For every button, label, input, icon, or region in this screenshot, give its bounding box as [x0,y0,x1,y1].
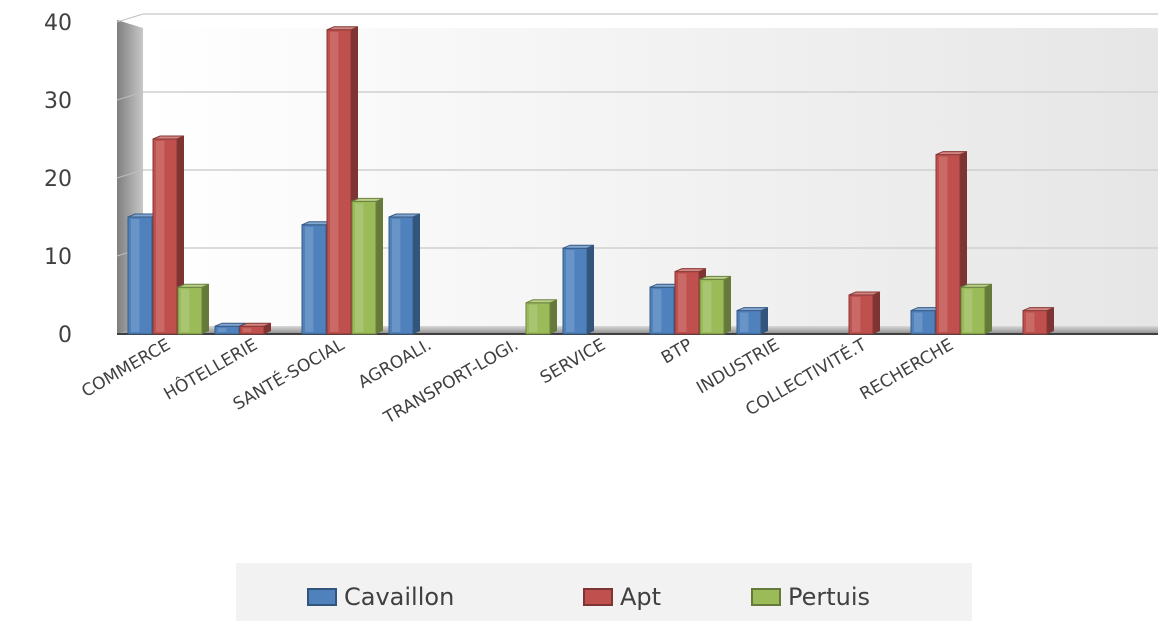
bar-apt-1 [239,322,272,335]
bar-pertuis-6 [699,275,732,335]
legend-swatch [307,588,337,606]
x-category-label: SERVICE [537,335,609,388]
bar-cavaillon-5 [562,244,595,335]
legend-item-pertuis: Pertuis [751,583,870,611]
legend-label: Pertuis [788,583,870,611]
legend-swatch [583,588,613,606]
y-tick-label: 10 [44,245,72,270]
x-category-label: AGROALI. [355,335,435,393]
legend-label: Apt [620,583,661,611]
bar-pertuis-0 [177,283,210,335]
bar-cavaillon-3 [388,213,421,335]
bar-apt-2 [326,26,359,335]
y-tick-label: 30 [44,89,72,114]
legend: Cavaillon Apt Pertuis [236,563,972,621]
x-category-label: RECHERCHE [857,335,957,404]
y-axis: 0 10 20 30 40 [44,11,72,348]
bar-apt-10 [1022,307,1055,335]
plot-area [117,20,1158,334]
bar-pertuis-9 [960,283,993,335]
bar-cavaillon-7 [736,307,769,335]
bar-pertuis-2 [351,197,384,335]
legend-item-apt: Apt [583,583,661,611]
gridline-side [116,13,144,23]
floor [117,326,1158,334]
y-tick-label: 0 [58,323,72,348]
bar-pertuis-4 [525,299,558,335]
bar-apt-8 [848,291,881,335]
y-tick-label: 40 [44,11,72,36]
y-tick-label: 20 [44,167,72,192]
legend-swatch [751,588,781,606]
back-wall [143,28,1158,326]
gridline-side [116,91,144,101]
bars [127,26,1055,335]
x-category-label: BTP [658,335,696,368]
x-category-label: COMMERCE [78,335,174,402]
legend-label: Cavaillon [344,583,454,611]
bar-apt-0 [152,135,185,335]
legend-item-cavaillon: Cavaillon [307,583,454,611]
gridline-side [116,169,144,179]
